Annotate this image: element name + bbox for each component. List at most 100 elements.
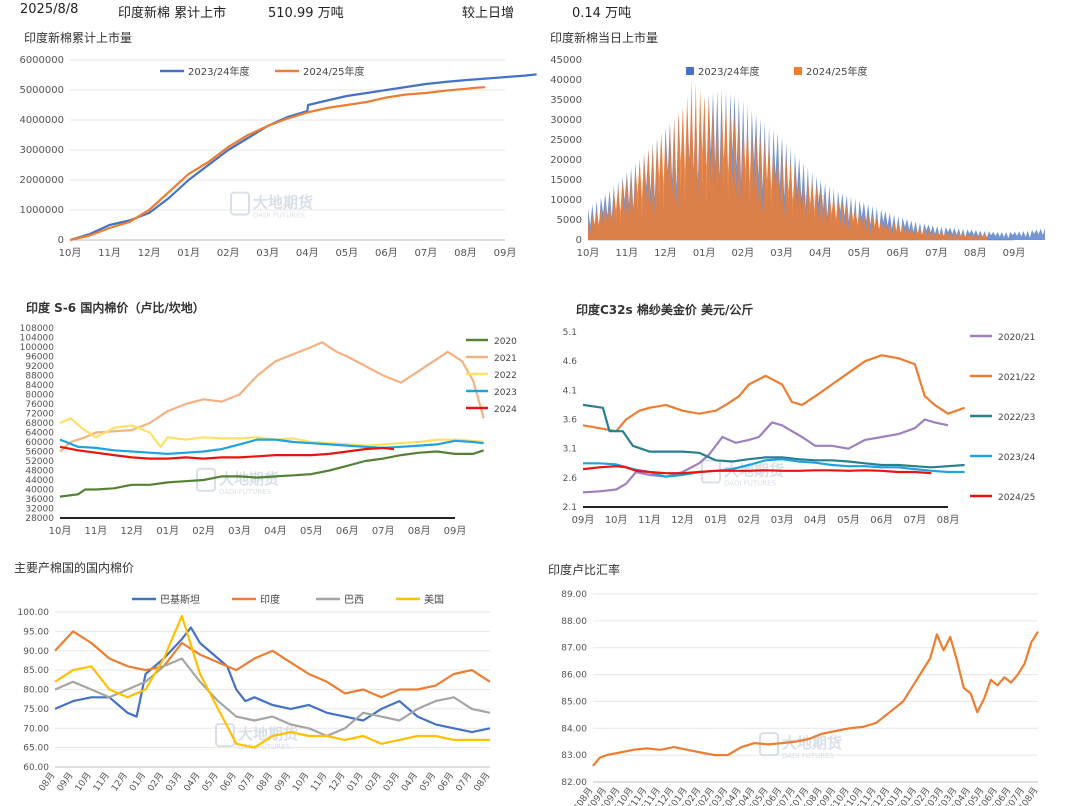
legend-label-1: 2024/25年度	[806, 65, 868, 78]
watermark-subtext: DADI FUTURES	[782, 752, 835, 760]
y-tick-label: 95.00	[23, 627, 49, 637]
x-tick-label: 10月	[73, 770, 94, 793]
chart-svg-4: 主要产棉国的国内棉价 60.00 65.00 70.00 75.00 80.00 85.00…	[14, 560, 493, 793]
watermark-logo-icon	[230, 191, 250, 216]
legend-swatch-0	[686, 67, 694, 75]
x-tick-label: 12月	[654, 247, 677, 259]
x-tick-label: 02月	[217, 247, 240, 259]
y-tick-label: 40000	[550, 75, 582, 86]
x-tick-label: 12月	[120, 525, 143, 537]
chart-title: 印度卢比汇率	[548, 562, 620, 577]
page-header: 2025/8/8 印度新棉 累计上市 510.99 万吨 较上日增 0.14 万…	[0, 0, 1080, 22]
chart-title: 印度C32s 棉纱美金价 美元/公斤	[576, 302, 753, 317]
x-tick-label: 05月	[300, 525, 323, 537]
legend-label-0: 2023/24年度	[698, 65, 760, 78]
header-date: 2025/8/8	[20, 2, 79, 17]
y-tick-label: 20000	[550, 155, 582, 166]
y-tick-label: 72000	[25, 410, 54, 420]
x-tick-label: 01月	[693, 247, 716, 259]
legend-label-3: 美国	[424, 593, 444, 606]
watermark-text: 大地期货	[253, 194, 313, 212]
x-tick-label: 07月	[925, 247, 948, 259]
x-tick-label: 09月	[1003, 247, 1026, 259]
legend-label-0: 2020	[494, 337, 517, 347]
y-tick-label: 5000000	[19, 85, 64, 96]
x-tick-label: 06月	[870, 514, 893, 526]
x-tick-label: 07月	[903, 514, 926, 526]
x-tick-label: 10月	[49, 525, 72, 537]
legend-label-1: 印度	[260, 593, 280, 606]
y-tick-label: 35000	[550, 95, 582, 106]
series-line-1	[69, 86, 486, 242]
x-tick-label: 04月	[809, 247, 832, 259]
legend-label-0: 2023/24年度	[188, 65, 250, 78]
x-tick-label: 02月	[732, 247, 755, 259]
y-tick-label: 2000000	[19, 175, 64, 186]
x-tick-label: 02月	[192, 525, 215, 537]
y-tick-label: 76000	[25, 400, 54, 410]
legend-label-4: 2024	[494, 405, 517, 415]
y-tick-label: 75.00	[23, 705, 49, 715]
series-line-2	[54, 657, 491, 738]
x-tick-label: 01月	[127, 770, 148, 793]
series-line-1	[54, 630, 491, 699]
x-tick-label: 08月	[964, 247, 987, 259]
x-tick-label: 06月	[336, 525, 359, 537]
legend-label-1: 2021	[494, 354, 517, 364]
x-tick-label: 02月	[145, 770, 166, 793]
x-tick-label: 08月	[408, 525, 431, 537]
y-tick-label: 80.00	[23, 686, 49, 696]
y-tick-label: 4000000	[19, 115, 64, 126]
x-tick-label: 08月	[472, 770, 493, 793]
chart-panel-cumulative-arrivals: 印度新棉累计上市量 0 1000000 2000000 3000000 4000000 50…	[10, 22, 537, 277]
y-tick-label: 3.1	[563, 445, 577, 455]
series-line-3	[54, 614, 490, 749]
y-tick-label: 88000	[25, 372, 54, 382]
chart-svg-2: 印度 S-6 国内棉价（卢比/坎地） 2800032000360004000044…	[20, 300, 518, 537]
chart-panel-s6-price: 印度 S-6 国内棉价（卢比/坎地） 28000 32000 36000 40000 44…	[10, 290, 525, 545]
watermark-text: 大地期货	[238, 725, 298, 743]
x-tick-label: 06月	[886, 247, 909, 259]
x-tick-label: 08月	[937, 514, 960, 526]
x-tick-label: 11月	[615, 247, 638, 259]
y-tick-label: 80000	[25, 391, 54, 401]
y-tick-label: 64000	[25, 429, 54, 439]
x-tick-label: 04月	[804, 514, 827, 526]
x-tick-label: 02月	[738, 514, 761, 526]
y-tick-label: 44000	[25, 476, 54, 486]
legend-label-0: 巴基斯坦	[160, 593, 200, 606]
x-tick-label: 04月	[399, 770, 420, 793]
legend-label-1: 2021/22	[998, 373, 1035, 383]
series-line-2	[582, 403, 965, 469]
x-tick-label: 12月	[109, 770, 130, 793]
x-tick-label: 09月	[272, 770, 293, 793]
x-tick-label: 03月	[770, 247, 793, 259]
x-tick-label: 08月	[37, 770, 58, 793]
y-tick-label: 56000	[25, 448, 54, 458]
y-tick-label: 4.6	[563, 357, 578, 367]
legend-label-2: 2022	[494, 371, 517, 381]
y-tick-label: 32000	[25, 505, 54, 515]
y-tick-label: 86.00	[561, 671, 587, 681]
header-change-label: 较上日增	[462, 6, 515, 21]
chart-panel-major-producers-price: 主要产棉国的国内棉价 60.00 65.00 70.00 75.00 80.00 85.00…	[10, 552, 525, 804]
series-line-1	[59, 341, 485, 453]
x-tick-label: 12月	[327, 770, 348, 793]
series-line-2	[59, 417, 484, 448]
y-tick-label: 2.1	[563, 503, 577, 513]
x-tick-label: 03月	[381, 770, 402, 793]
y-tick-label: 88.00	[561, 617, 587, 627]
y-tick-label: 30000	[550, 115, 582, 126]
y-tick-label: 10000	[550, 195, 582, 206]
x-tick-label: 04月	[296, 247, 319, 259]
y-tick-label: 108000	[20, 324, 55, 334]
y-tick-label: 100.00	[18, 608, 50, 618]
x-tick-label: 04月	[182, 770, 203, 793]
x-tick-label: 01月	[345, 770, 366, 793]
x-tick-label: 03月	[164, 770, 185, 793]
series-line-3	[59, 438, 484, 455]
x-tick-label: 03月	[256, 247, 279, 259]
x-tick-label: 10月	[59, 247, 82, 259]
y-tick-label: 89.00	[561, 590, 587, 600]
legend-label-3: 2023	[494, 388, 517, 398]
